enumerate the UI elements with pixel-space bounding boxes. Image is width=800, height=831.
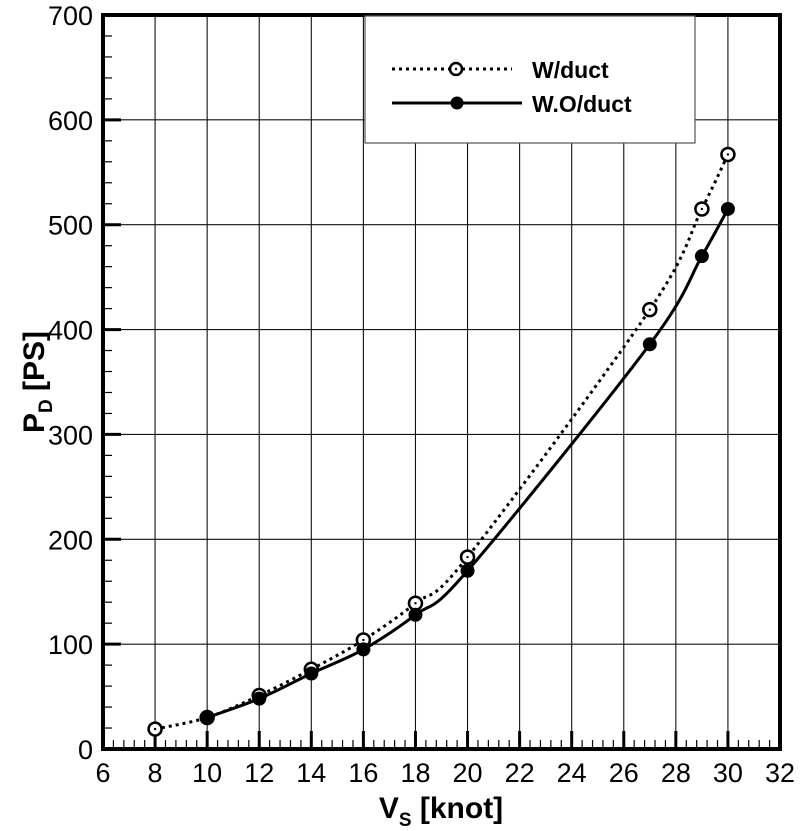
filled-circle-marker-icon [408, 607, 423, 622]
plot-series [147, 146, 736, 737]
x-tick-label: 6 [95, 758, 110, 788]
open-circle-center-dot-icon [153, 727, 157, 731]
x-tick-label: 32 [765, 758, 795, 788]
open-circle-center-dot-icon [648, 308, 652, 311]
series-line [154, 153, 730, 731]
open-circle-center-dot-icon [454, 67, 458, 71]
open-circle-center-dot-icon [414, 602, 417, 605]
x-axis-tick-labels: 6 8 10 12 14 16 18 20 22 24 26 28 30 32 [95, 758, 795, 788]
series-w-duct [147, 146, 736, 737]
x-tick-label: 26 [609, 758, 639, 788]
filled-circle-marker-icon [450, 96, 464, 110]
plot-frame [101, 13, 782, 751]
filled-circle-marker-icon [304, 666, 319, 681]
open-circle-center-dot-icon [726, 153, 730, 156]
x-tick-label: 30 [713, 758, 743, 788]
legend-item-w-duct: W/duct [392, 57, 609, 83]
x-tick-label: 18 [400, 758, 430, 788]
x-tick-label: 20 [453, 758, 483, 788]
filled-circle-marker-icon [720, 201, 735, 216]
filled-circle-marker-icon [642, 337, 657, 352]
filled-circle-marker-icon [252, 691, 267, 706]
y-tick-label: 300 [48, 420, 93, 450]
y-tick-label: 700 [48, 1, 93, 31]
x-tick-label: 24 [557, 758, 587, 788]
y-axis-tick-labels: 0 100 200 300 400 500 600 700 [48, 1, 93, 765]
x-tick-label: 12 [244, 758, 274, 788]
major-ticks [103, 118, 730, 749]
filled-circle-marker-icon [460, 563, 475, 578]
legend-label-w-duct: W/duct [532, 57, 609, 83]
y-axis-title: PD [PS] [18, 331, 57, 433]
legend-item-wo-duct: W.O/duct [392, 91, 632, 117]
series-w-o-duct [200, 201, 735, 725]
y-tick-label: 400 [48, 316, 93, 346]
filled-circle-marker-icon [356, 642, 371, 657]
y-tick-label: 600 [48, 106, 93, 136]
open-circle-center-dot-icon [466, 555, 469, 559]
open-circle-center-dot-icon [700, 207, 704, 211]
x-tick-label: 28 [661, 758, 691, 788]
legend: W/duct W.O/duct [364, 15, 696, 144]
legend-box [364, 15, 696, 144]
y-tick-label: 0 [78, 735, 93, 765]
y-tick-label: 100 [48, 630, 93, 660]
open-circle-center-dot-icon [362, 638, 365, 642]
x-tick-label: 10 [192, 758, 222, 788]
y-tick-label: 200 [48, 525, 93, 555]
x-tick-label: 16 [348, 758, 378, 788]
series-line [206, 208, 730, 719]
y-tick-label: 500 [48, 211, 93, 241]
legend-label-wo-duct: W.O/duct [532, 91, 632, 117]
x-tick-label: 14 [296, 758, 326, 788]
x-tick-label: 22 [505, 758, 535, 788]
x-tick-label: 8 [148, 758, 163, 788]
filled-circle-marker-icon [200, 710, 215, 725]
x-axis-title: VS [knot] [379, 792, 503, 831]
filled-circle-marker-icon [694, 249, 709, 264]
